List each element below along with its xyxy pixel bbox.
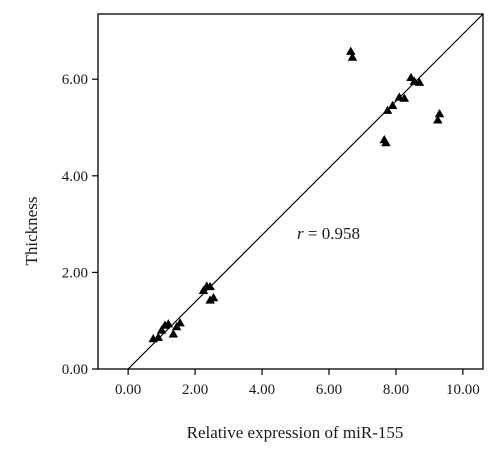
data-point	[346, 46, 356, 55]
plot-frame	[97, 13, 484, 370]
data-point	[434, 108, 445, 118]
x-tick-label: 8.00	[383, 382, 409, 398]
axes: 0.00 2.00 4.00 6.00 8.00 10.00 0.00 2.00 4.00 6.0…	[62, 13, 484, 398]
correlation-annotation: r = 0.958	[297, 224, 360, 243]
data-point	[381, 137, 391, 147]
data-point	[433, 115, 443, 124]
plot-area	[127, 13, 484, 370]
correlation-variable: r	[297, 224, 304, 243]
data-point	[205, 281, 215, 291]
data-point	[414, 77, 425, 86]
data-point	[153, 332, 164, 341]
x-tick-label: 0.00	[115, 382, 141, 398]
y-tick-label: 2.00	[62, 265, 88, 281]
data-point	[175, 318, 185, 327]
x-tick-label: 4.00	[249, 382, 275, 398]
data-point	[347, 52, 358, 61]
data-point	[168, 329, 179, 338]
data-point	[387, 100, 398, 110]
data-point	[382, 105, 393, 114]
data-point	[198, 285, 209, 295]
data-point	[399, 93, 410, 102]
y-tick-label: 4.00	[62, 169, 88, 185]
regression-line	[127, 13, 484, 370]
y-tick-label: 6.00	[62, 72, 88, 88]
x-axis-title: Relative expression of miR-155	[187, 423, 404, 442]
data-point	[163, 319, 174, 328]
x-tick-label: 10.00	[446, 382, 480, 398]
x-tick-label: 2.00	[182, 382, 208, 398]
correlation-value: = 0.958	[304, 224, 360, 243]
x-tick-label: 6.00	[316, 382, 342, 398]
data-point	[156, 325, 167, 334]
data-point	[208, 293, 219, 302]
y-axis-title: Thickness	[22, 197, 41, 266]
y-tick-label: 0.00	[62, 362, 88, 378]
